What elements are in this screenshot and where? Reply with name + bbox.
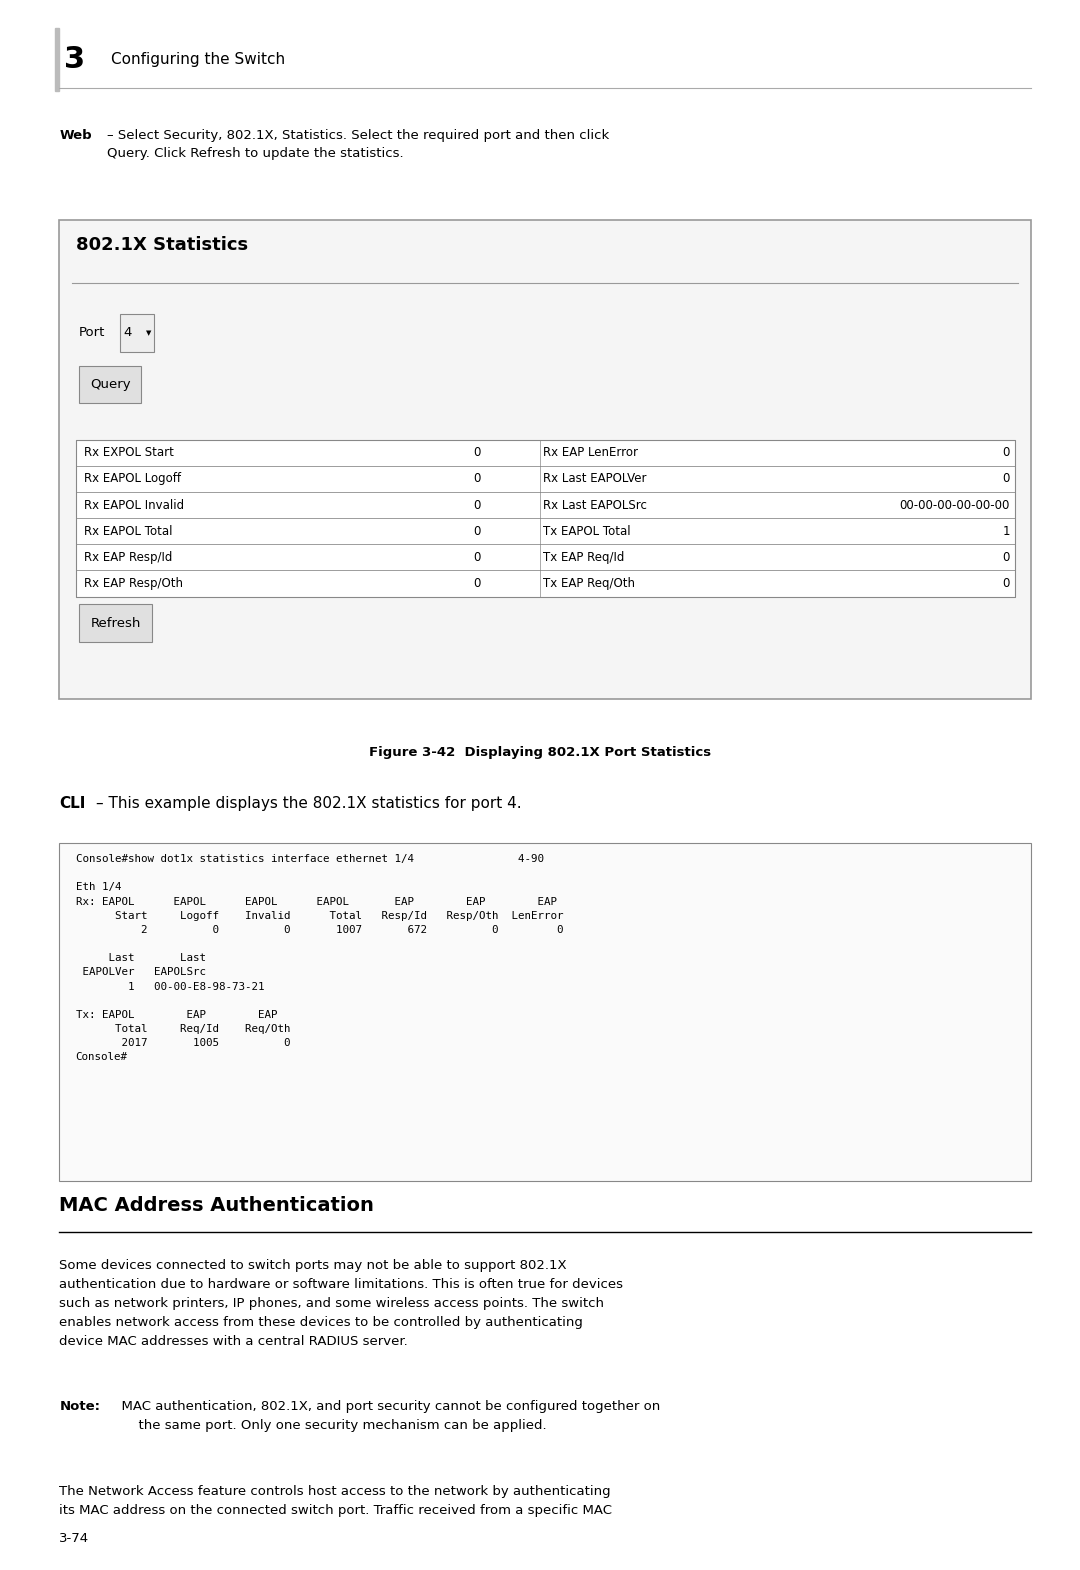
Text: Rx EAPOL Logoff: Rx EAPOL Logoff xyxy=(84,473,181,485)
Text: 1: 1 xyxy=(1002,524,1010,537)
Text: Rx EAPOL Invalid: Rx EAPOL Invalid xyxy=(84,499,185,512)
Text: 0: 0 xyxy=(473,446,481,458)
Text: 3-74: 3-74 xyxy=(59,1532,90,1545)
Text: 3: 3 xyxy=(64,46,85,74)
Text: Rx EAP Resp/Id: Rx EAP Resp/Id xyxy=(84,551,173,564)
Text: ▼: ▼ xyxy=(146,330,151,336)
Bar xyxy=(76,518,1015,545)
Bar xyxy=(79,366,141,403)
Text: Tx EAP Req/Oth: Tx EAP Req/Oth xyxy=(543,578,635,590)
Text: 00-00-00-00-00-00: 00-00-00-00-00-00 xyxy=(900,499,1010,512)
Bar xyxy=(59,220,1031,699)
Bar xyxy=(59,843,1031,1181)
Text: 4: 4 xyxy=(123,327,132,339)
Text: Port: Port xyxy=(79,327,105,339)
Text: 0: 0 xyxy=(473,551,481,564)
Bar xyxy=(76,440,1015,597)
Text: – Select Security, 802.1X, Statistics. Select the required port and then click
Q: – Select Security, 802.1X, Statistics. S… xyxy=(107,129,609,160)
Text: Rx Last EAPOLVer: Rx Last EAPOLVer xyxy=(543,473,647,485)
Bar xyxy=(55,28,59,91)
Text: Rx EAPOL Total: Rx EAPOL Total xyxy=(84,524,173,537)
Text: Some devices connected to switch ports may not be able to support 802.1X
authent: Some devices connected to switch ports m… xyxy=(59,1259,623,1349)
Text: Rx EAP LenError: Rx EAP LenError xyxy=(543,446,638,458)
Text: MAC authentication, 802.1X, and port security cannot be configured together on
 : MAC authentication, 802.1X, and port sec… xyxy=(113,1400,661,1432)
Text: Console#show dot1x statistics interface ethernet 1/4                4-90

Eth 1/: Console#show dot1x statistics interface … xyxy=(76,854,563,1063)
Text: 0: 0 xyxy=(473,578,481,590)
Text: Figure 3-42  Displaying 802.1X Port Statistics: Figure 3-42 Displaying 802.1X Port Stati… xyxy=(369,746,711,758)
Text: Rx EAP Resp/Oth: Rx EAP Resp/Oth xyxy=(84,578,184,590)
Bar xyxy=(76,570,1015,597)
Text: 0: 0 xyxy=(1002,551,1010,564)
Text: Query: Query xyxy=(90,378,131,391)
Bar xyxy=(76,466,1015,491)
Bar xyxy=(76,545,1015,570)
Text: Refresh: Refresh xyxy=(91,617,140,630)
Text: 0: 0 xyxy=(473,473,481,485)
Text: Rx Last EAPOLSrc: Rx Last EAPOLSrc xyxy=(543,499,647,512)
Text: 0: 0 xyxy=(1002,446,1010,458)
Text: Note:: Note: xyxy=(59,1400,100,1413)
Text: 0: 0 xyxy=(1002,473,1010,485)
Bar xyxy=(76,440,1015,466)
Bar xyxy=(76,491,1015,518)
Text: Rx EXPOL Start: Rx EXPOL Start xyxy=(84,446,174,458)
Text: 0: 0 xyxy=(1002,578,1010,590)
Text: 802.1X Statistics: 802.1X Statistics xyxy=(76,236,247,253)
Text: 0: 0 xyxy=(473,524,481,537)
Text: Configuring the Switch: Configuring the Switch xyxy=(111,52,285,68)
Text: The Network Access feature controls host access to the network by authenticating: The Network Access feature controls host… xyxy=(59,1485,612,1517)
Text: – This example displays the 802.1X statistics for port 4.: – This example displays the 802.1X stati… xyxy=(96,796,522,812)
Text: MAC Address Authentication: MAC Address Authentication xyxy=(59,1196,375,1215)
Bar xyxy=(120,314,154,352)
Text: Tx EAPOL Total: Tx EAPOL Total xyxy=(543,524,631,537)
Bar xyxy=(79,604,152,642)
Text: 0: 0 xyxy=(473,499,481,512)
Text: Web: Web xyxy=(59,129,92,141)
Text: Tx EAP Req/Id: Tx EAP Req/Id xyxy=(543,551,624,564)
Text: CLI: CLI xyxy=(59,796,85,812)
